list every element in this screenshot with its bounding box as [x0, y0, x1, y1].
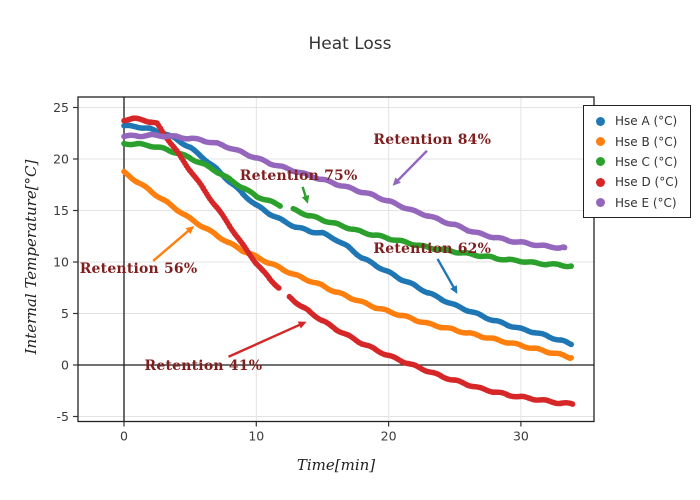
legend-item-label: Hse E (°C) — [615, 195, 677, 210]
y-tick-label: 25 — [53, 100, 69, 115]
annotation-arrowhead — [297, 321, 307, 329]
series-hse-e---c- — [121, 131, 568, 251]
y-tick-label: 0 — [61, 358, 69, 373]
y-tick-label: -5 — [57, 409, 69, 424]
annotation-retention-41-: Retention 41% — [144, 358, 263, 375]
annotation-arrowhead — [185, 225, 195, 235]
plot-border — [77, 96, 595, 423]
x-tick-label: 20 — [381, 429, 397, 444]
x-axis-label: Time[min] — [296, 456, 376, 474]
legend-marker-icon — [596, 116, 605, 126]
x-tick-label: 30 — [513, 429, 529, 444]
annotation-arrow — [436, 258, 456, 290]
annotation-arrowhead — [392, 177, 401, 186]
y-tick-label: 20 — [53, 152, 69, 167]
annotation-arrow — [395, 149, 428, 183]
x-tick-label: 10 — [248, 429, 264, 444]
legend-item-label: Hse C (°C) — [615, 154, 678, 169]
legend-marker-icon — [596, 198, 605, 208]
legend-item-hse-d---c-[interactable]: Hse D (°C) — [584, 172, 690, 192]
legend-item-hse-c---c-[interactable]: Hse C (°C) — [584, 152, 690, 172]
annotation-retention-75-: Retention 75% — [239, 167, 358, 184]
legend-item-label: Hse A (°C) — [615, 114, 678, 129]
series-hse-d---c- — [121, 115, 576, 407]
annotation-arrowhead — [301, 195, 310, 204]
annotation-retention-62-: Retention 62% — [373, 241, 492, 258]
legend-marker-icon — [596, 177, 605, 187]
legend-item-hse-a---c-[interactable]: Hse A (°C) — [584, 111, 690, 131]
legend-marker-icon — [596, 137, 605, 147]
annotation-retention-56-: Retention 56% — [79, 261, 198, 278]
y-tick-label: 10 — [53, 255, 69, 270]
annotation-arrow — [228, 323, 302, 358]
zero-lines — [78, 97, 594, 422]
legend-item-hse-e---c-[interactable]: Hse E (°C) — [584, 193, 690, 213]
legend: Hse A (°C) Hse B (°C) Hse C (°C) Hse D (°C)… — [583, 105, 691, 218]
annotation-arrows — [152, 149, 458, 358]
y-tick-label: 5 — [61, 306, 69, 321]
series-hse-c---c- — [121, 140, 574, 270]
legend-marker-icon — [596, 157, 605, 167]
series-hse-b---c- — [121, 168, 574, 362]
annotation-retention-84-: Retention 84% — [373, 131, 492, 148]
legend-item-label: Hse B (°C) — [615, 134, 678, 149]
annotation-arrow — [152, 228, 191, 262]
legend-item-hse-b---c-[interactable]: Hse B (°C) — [584, 131, 690, 151]
annotation-arrowhead — [450, 285, 458, 294]
axis-ticks: 0 10 20 30 -5 0 5 10 15 20 25 — [53, 100, 529, 444]
x-tick-label: 0 — [120, 429, 128, 444]
chart-title: Heat Loss — [308, 34, 392, 54]
y-tick-label: 15 — [53, 203, 69, 218]
y-axis-label: Internal Temperature[°C] — [22, 159, 40, 355]
gridlines — [78, 97, 594, 422]
legend-item-label: Hse D (°C) — [615, 175, 679, 190]
